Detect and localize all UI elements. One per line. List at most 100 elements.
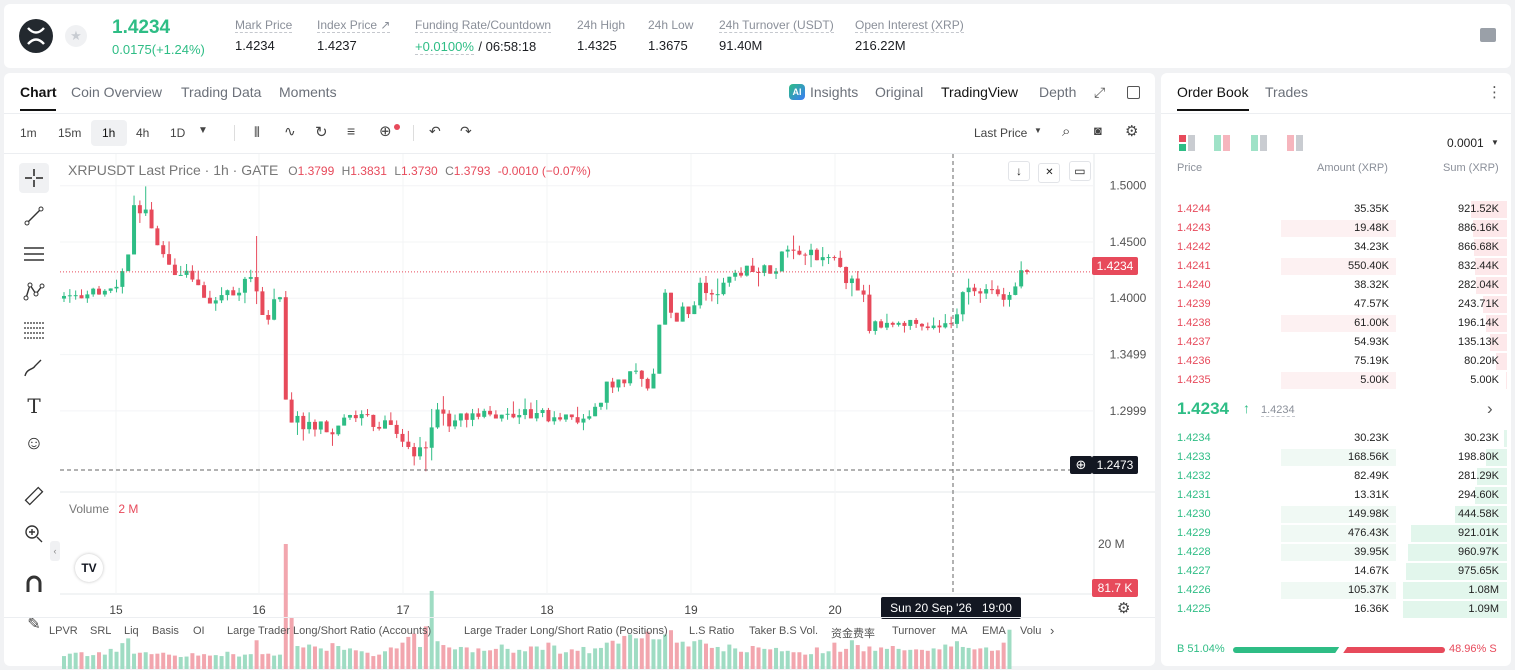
more-icon[interactable]: ⋮ xyxy=(1487,84,1502,101)
collapse-toolbar-icon[interactable]: ‹ xyxy=(50,541,60,561)
indicator-ls-ratio[interactable]: L.S Ratio xyxy=(689,625,735,637)
collapse-icon[interactable]: ✕ xyxy=(1038,163,1061,183)
ask-row[interactable]: 1.4237 54.93K 135.13K xyxy=(1169,333,1507,352)
caret-down-icon[interactable]: ▼ xyxy=(1034,126,1042,135)
chevron-down-icon[interactable]: ▼ xyxy=(198,125,208,136)
undo-icon[interactable]: ↶ xyxy=(429,123,441,139)
book-icon[interactable] xyxy=(1480,28,1496,42)
ask-row[interactable]: 1.4238 61.00K 196.14K xyxy=(1169,314,1507,333)
ask-row[interactable]: 1.4244 35.35K 921.52K xyxy=(1169,200,1507,219)
emoji-icon[interactable]: ☺ xyxy=(24,433,44,454)
price-type-select[interactable]: Last Price xyxy=(974,126,1028,140)
interval-15m[interactable]: 15m xyxy=(58,126,82,140)
add-alert-icon[interactable]: ⊕ xyxy=(1070,456,1092,474)
indicator-srl[interactable]: SRL xyxy=(90,625,112,637)
indicator-taker-vol[interactable]: Taker B.S Vol. xyxy=(749,625,819,637)
bid-row[interactable]: 1.4228 39.95K 960.97K xyxy=(1169,543,1507,562)
bid-row[interactable]: 1.4232 82.49K 281.29K xyxy=(1169,467,1507,486)
stat-index-price[interactable]: Index Price ↗ 1.4237 xyxy=(317,18,391,53)
indicator-lpvr[interactable]: LPVR xyxy=(49,625,78,637)
chevron-right-icon[interactable]: › xyxy=(1050,623,1055,638)
chevron-right-icon[interactable]: › xyxy=(1487,399,1493,418)
view-both-icon[interactable] xyxy=(1179,135,1195,151)
precision-caret-icon[interactable]: ▼ xyxy=(1491,138,1499,147)
tab-trades[interactable]: Trades xyxy=(1265,84,1309,100)
bid-row[interactable]: 1.4231 13.31K 294.60K xyxy=(1169,486,1507,505)
tab-order-book[interactable]: Order Book xyxy=(1177,84,1249,100)
add-indicator-icon[interactable]: ⊕ xyxy=(379,123,392,140)
ask-row[interactable]: 1.4239 47.57K 243.71K xyxy=(1169,295,1507,314)
bid-row[interactable]: 1.4233 168.56K 198.80K xyxy=(1169,448,1507,467)
trend-line-icon[interactable] xyxy=(19,201,49,231)
pencil-icon[interactable]: ✎ xyxy=(27,616,41,633)
bid-row[interactable]: 1.4227 14.67K 975.65K xyxy=(1169,562,1507,581)
candle-body xyxy=(628,371,633,384)
price-chart[interactable]: 1.5000 1.4500 1.4000 1.3499 1.2999 15 16 17 18 19… xyxy=(60,154,1155,670)
redo-icon[interactable]: ↷ xyxy=(460,123,472,139)
fibonacci-icon[interactable] xyxy=(19,315,49,345)
interval-1D[interactable]: 1D xyxy=(170,126,186,140)
bid-row[interactable]: 1.4230 149.98K 444.58K xyxy=(1169,505,1507,524)
interval-1m[interactable]: 1m xyxy=(20,126,37,140)
volume-bar xyxy=(919,649,924,669)
tab-moments[interactable]: Moments xyxy=(279,84,337,100)
candle-type-icon[interactable]: ⫴ xyxy=(254,124,260,140)
tab-coin-overview[interactable]: Coin Overview xyxy=(71,84,163,100)
volume-bar xyxy=(873,650,878,669)
view-mixed-icon[interactable] xyxy=(1214,135,1230,151)
zoom-in-icon[interactable] xyxy=(19,519,49,549)
indicator-oi[interactable]: OI xyxy=(193,625,205,637)
pattern-icon[interactable] xyxy=(19,277,49,307)
gear-icon[interactable]: ⚙ xyxy=(1125,123,1139,140)
fullscreen-icon[interactable]: ▭ xyxy=(1068,161,1091,181)
search-icon[interactable]: ⌕ xyxy=(1062,123,1071,140)
expand-icon[interactable]: ⤢ xyxy=(1094,84,1106,100)
indicator-basis[interactable]: Basis xyxy=(152,625,179,637)
arrow-down-icon[interactable]: ↓ xyxy=(1008,161,1030,181)
ask-row[interactable]: 1.4241 550.40K 832.44K xyxy=(1169,257,1507,276)
ask-row[interactable]: 1.4235 5.00K 5.00K xyxy=(1169,371,1507,390)
text-icon[interactable]: T xyxy=(27,394,41,418)
indicator-ma[interactable]: MA xyxy=(951,625,968,637)
volume-bar xyxy=(756,647,761,669)
tab-tradingview[interactable]: TradingView xyxy=(941,84,1019,100)
chart-settings-icon[interactable]: ⚙ xyxy=(1117,600,1131,617)
tab-trading-data[interactable]: Trading Data xyxy=(181,84,262,100)
tab-original[interactable]: Original xyxy=(875,84,924,100)
interval-1h[interactable]: 1h xyxy=(102,126,116,140)
interval-4h[interactable]: 4h xyxy=(136,126,150,140)
bid-row[interactable]: 1.4226 105.37K 1.08M xyxy=(1169,581,1507,600)
ask-row[interactable]: 1.4236 75.19K 80.20K xyxy=(1169,352,1507,371)
indicator-funding-rate[interactable]: 资金费率 xyxy=(831,628,875,640)
bid-row[interactable]: 1.4229 476.43K 921.01K xyxy=(1169,524,1507,543)
tab-chart[interactable]: Chart xyxy=(20,84,57,100)
tab-insights[interactable]: Insights xyxy=(810,84,859,100)
horizontal-lines-icon[interactable] xyxy=(19,239,49,269)
magnet-icon[interactable] xyxy=(19,569,49,599)
camera-icon[interactable]: ◙ xyxy=(1094,123,1102,138)
indicator-ltlsr-accounts[interactable]: Large Trader Long/Short Ratio (Accounts) xyxy=(227,625,432,637)
templates-icon[interactable]: ≡ xyxy=(347,123,356,139)
ask-row[interactable]: 1.4240 38.32K 282.04K xyxy=(1169,276,1507,295)
favorite-star-icon[interactable]: ★ xyxy=(65,25,87,47)
precision-select[interactable]: 0.0001 xyxy=(1447,136,1484,150)
ruler-icon[interactable] xyxy=(19,481,49,511)
indicator-ltlsr-positions[interactable]: Large Trader Long/Short Ratio (Positions… xyxy=(464,625,668,637)
crosshair-icon[interactable] xyxy=(19,163,49,193)
brush-icon[interactable] xyxy=(19,353,49,383)
compare-icon[interactable]: ↻ xyxy=(315,124,328,141)
indicator-volume[interactable]: Volu xyxy=(1020,625,1042,637)
indicator-turnover[interactable]: Turnover xyxy=(892,625,936,637)
ask-row[interactable]: 1.4242 34.23K 866.68K xyxy=(1169,238,1507,257)
indicators-icon[interactable]: ∿ xyxy=(284,123,296,139)
tab-depth[interactable]: Depth xyxy=(1039,84,1077,100)
bid-row[interactable]: 1.4234 30.23K 30.23K xyxy=(1169,429,1507,448)
view-bids-icon[interactable] xyxy=(1251,135,1267,151)
window-icon[interactable] xyxy=(1127,86,1140,99)
ask-row[interactable]: 1.4243 19.48K 886.16K xyxy=(1169,219,1507,238)
view-asks-icon[interactable] xyxy=(1287,135,1303,151)
chart-controls: ↓ ✕ ▭ xyxy=(1008,161,1091,183)
bid-row[interactable]: 1.4225 16.36K 1.09M xyxy=(1169,600,1507,619)
indicator-ema[interactable]: EMA xyxy=(982,625,1006,637)
indicator-liq[interactable]: Liq xyxy=(124,625,139,637)
